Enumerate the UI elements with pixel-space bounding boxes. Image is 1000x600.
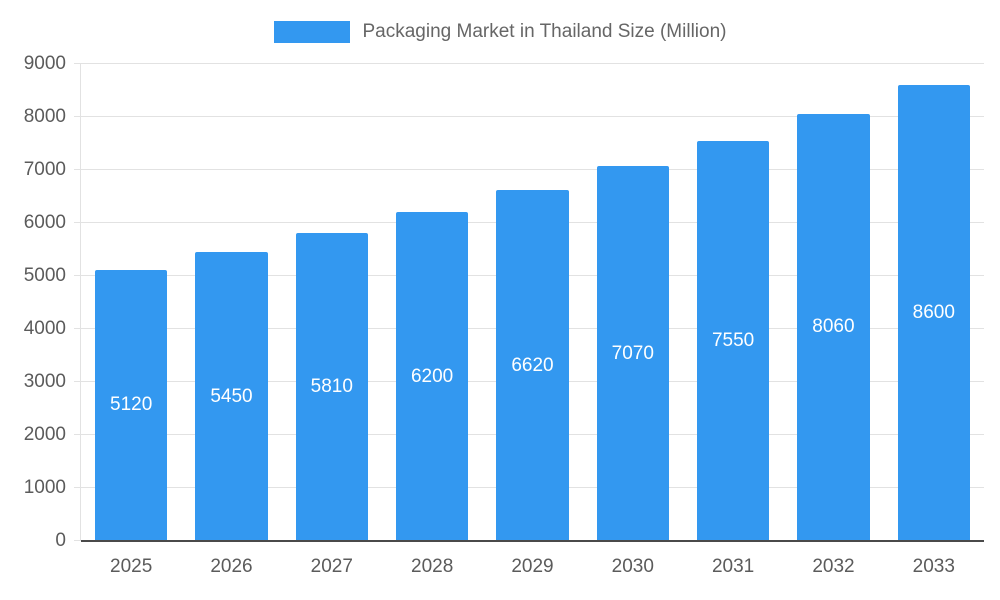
y-axis-tick [74, 381, 81, 383]
x-axis-label: 2032 [812, 556, 855, 577]
bar-slot: 7550 [683, 64, 783, 541]
bar-2031[interactable]: 7550 [697, 140, 770, 541]
bar-value-label: 8600 [912, 302, 955, 324]
y-axis-label: 4000 [23, 318, 66, 339]
y-axis-label: 6000 [23, 212, 66, 234]
bar-value-label: 5120 [110, 394, 153, 416]
y-gridline [81, 63, 984, 64]
legend-label: Packaging Market in Thailand Size (Milli… [362, 21, 727, 42]
y-axis-label: 1000 [23, 477, 66, 498]
x-axis-baseline [81, 540, 984, 542]
y-axis-tick [74, 63, 81, 64]
y-axis-label: 0 [55, 530, 66, 551]
legend[interactable]: Packaging Market in Thailand Size (Milli… [0, 0, 1000, 64]
legend-swatch [273, 21, 350, 43]
bar-2026[interactable]: 5450 [195, 252, 268, 541]
bar-2027[interactable]: 5810 [295, 233, 368, 541]
y-axis-label: 2000 [23, 424, 66, 445]
x-axis-label: 2028 [411, 556, 454, 577]
x-axis-label: 2025 [110, 556, 153, 577]
bar-value-label: 7070 [611, 342, 654, 364]
y-axis-label: 8000 [23, 106, 66, 127]
bar-2033[interactable]: 8600 [897, 85, 970, 541]
bar-value-label: 6200 [410, 365, 454, 387]
y-axis-label: 3000 [23, 371, 66, 393]
bar-slot: 7070 [583, 64, 683, 541]
x-axis-label: 2033 [912, 556, 955, 577]
y-axis-tick [74, 328, 81, 329]
bar-2025[interactable]: 5120 [95, 269, 168, 541]
x-axis-label: 2029 [511, 556, 554, 577]
y-axis-tick [74, 222, 81, 224]
plot-area: 5120 5450 5810 6200 6620 7070 7550 8060 8600 202… [24, 53, 984, 577]
bar-slot: 6620 [482, 64, 582, 541]
y-axis-label: 9000 [23, 53, 66, 74]
bar-2028[interactable]: 6200 [396, 212, 469, 541]
y-axis-label: 7000 [23, 159, 66, 180]
bar-slot: 8060 [783, 64, 883, 541]
y-axis-tick [74, 434, 81, 435]
bar-slot: 8600 [884, 64, 984, 541]
y-axis-tick [74, 169, 81, 170]
bar-slot: 5450 [181, 64, 281, 541]
bar-2032[interactable]: 8060 [797, 113, 870, 541]
bars: 5120 5450 5810 6200 6620 7070 7550 8060 8600 [81, 64, 984, 541]
x-axis-label: 2027 [310, 556, 353, 577]
y-axis-tick [74, 540, 81, 541]
y-axis-tick [74, 487, 81, 488]
bar-slot: 5810 [282, 64, 382, 541]
bar-value-label: 5810 [310, 376, 353, 398]
bar-2030[interactable]: 7070 [596, 166, 669, 541]
x-axis-label: 2030 [611, 556, 654, 577]
bar-2029[interactable]: 6620 [496, 190, 569, 541]
y-gridline [81, 169, 984, 170]
x-axis-labels: 2025 2026 2027 2028 2029 2030 2031 2032 2033 [81, 541, 984, 597]
bar-value-label: 8060 [812, 316, 855, 338]
bar-slot: 6200 [382, 64, 482, 541]
bar-value-label: 5450 [210, 385, 253, 407]
y-axis-tick [74, 275, 81, 276]
y-axis-tick [74, 116, 81, 117]
y-axis-label: 5000 [23, 265, 66, 286]
bar-value-label: 6620 [511, 354, 554, 376]
bar-value-label: 7550 [711, 329, 755, 351]
x-axis-label: 2031 [711, 556, 755, 577]
x-axis-label: 2026 [210, 556, 253, 577]
bar-slot: 5120 [81, 64, 181, 541]
y-gridline [81, 116, 984, 117]
